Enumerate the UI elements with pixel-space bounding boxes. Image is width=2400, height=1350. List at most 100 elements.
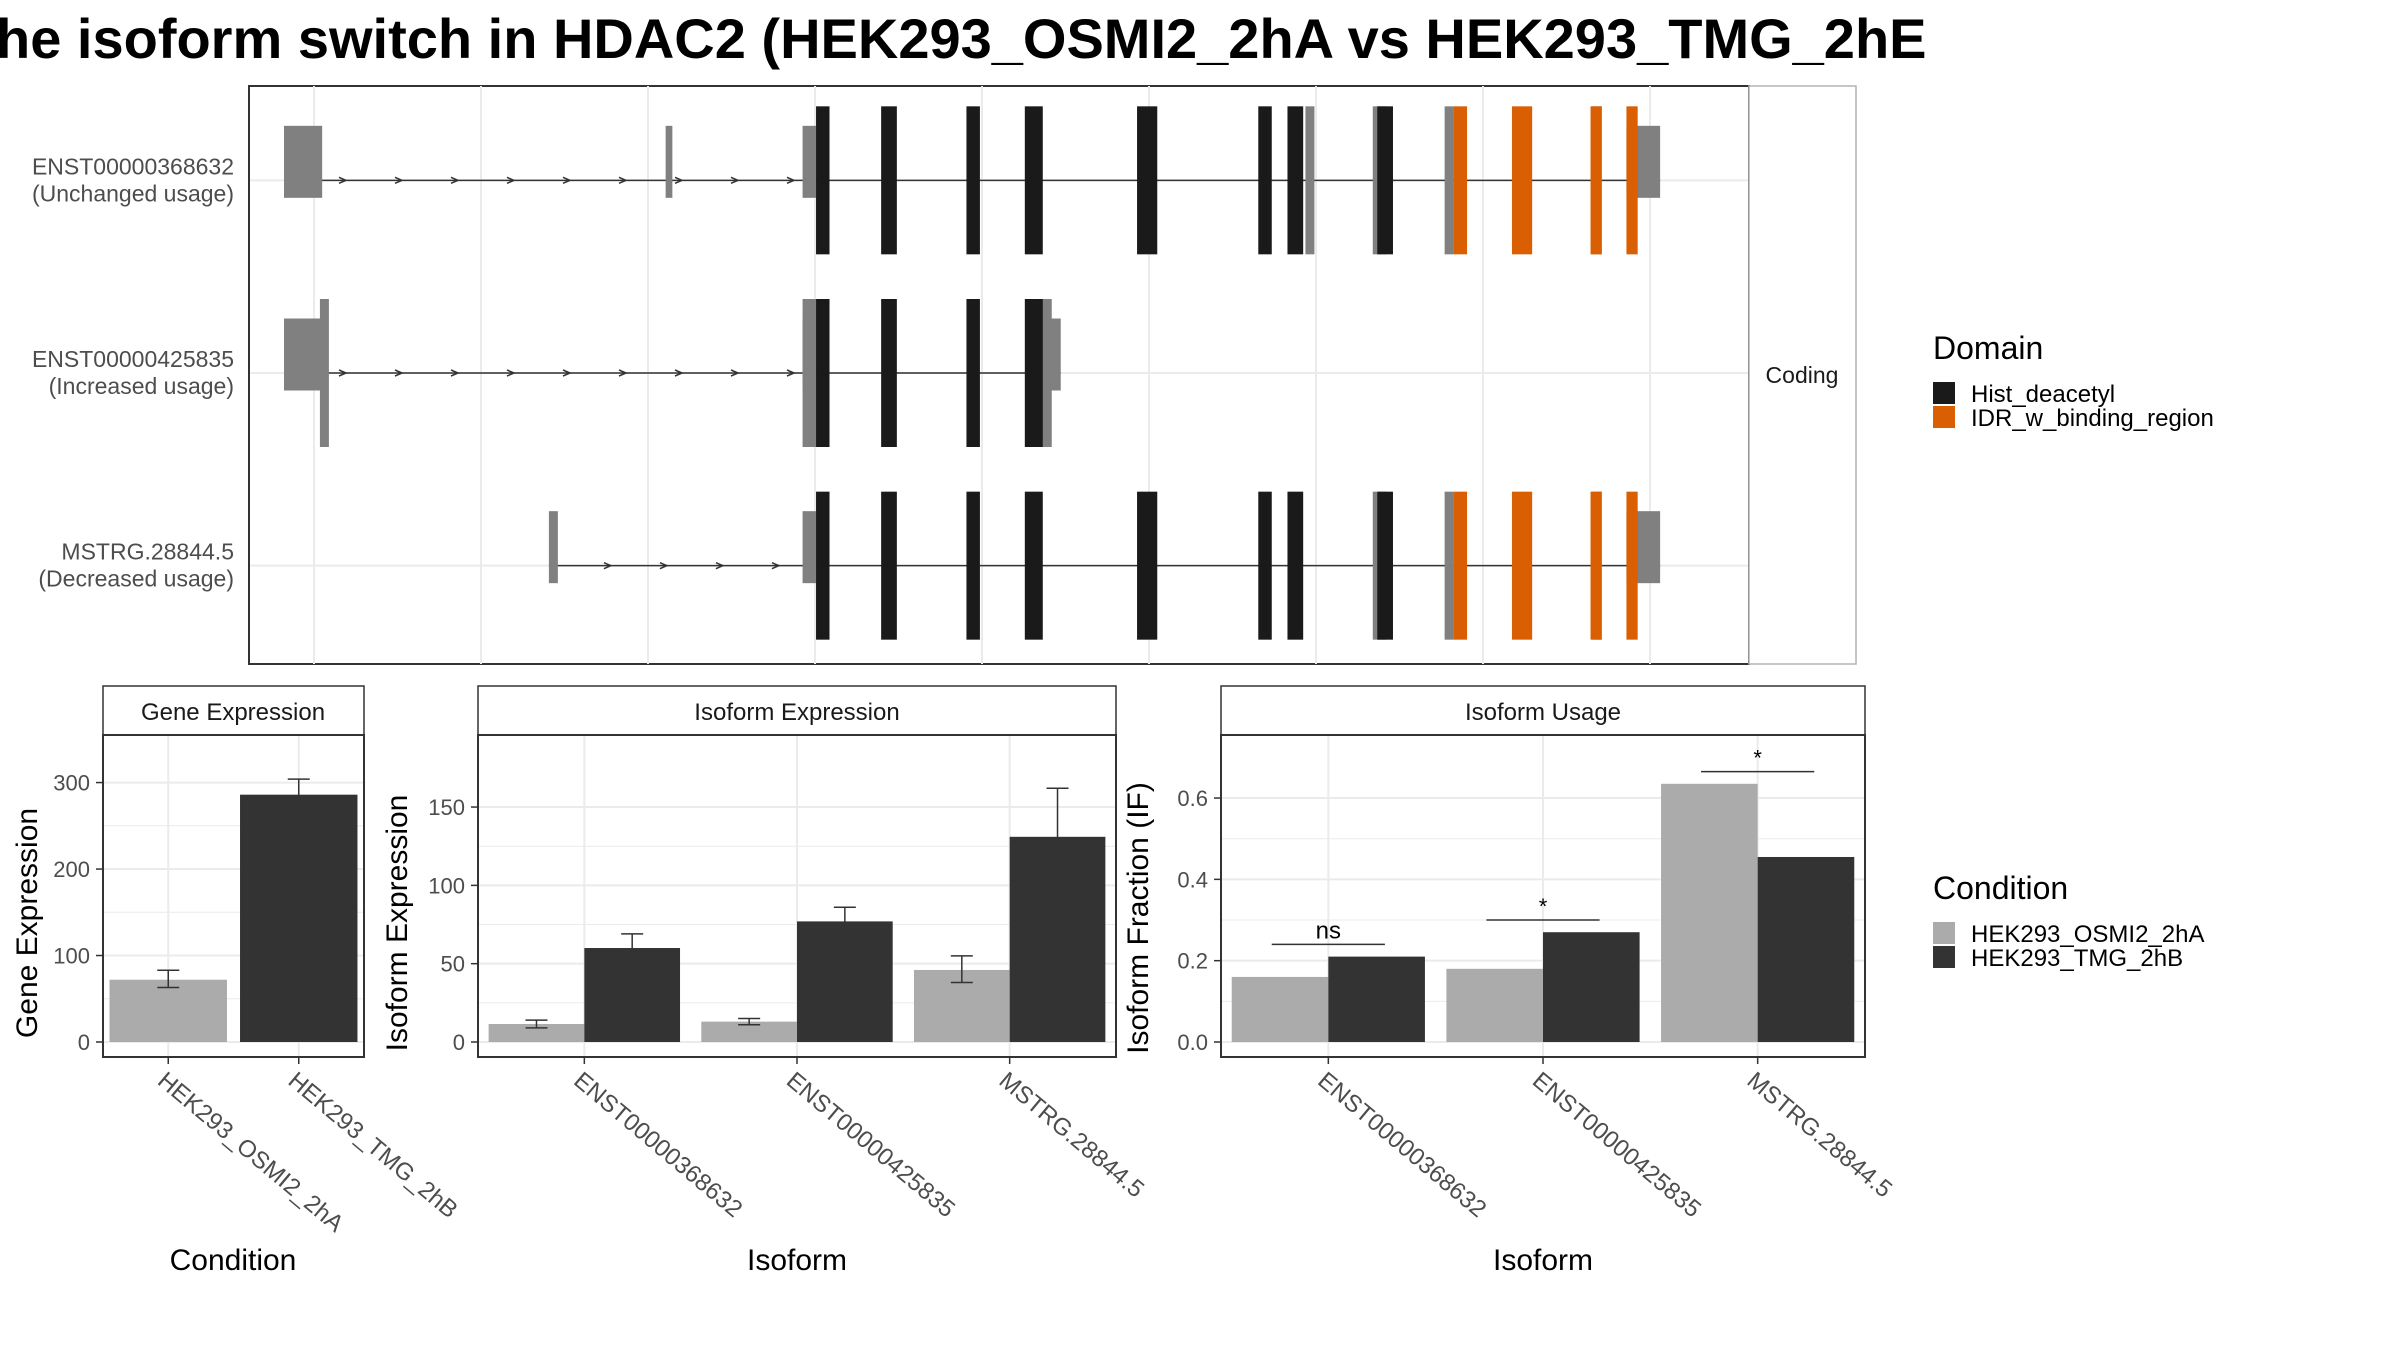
hist-deacetyl-domain-exon <box>881 299 897 447</box>
transcript-usage-label: (Increased usage) <box>49 373 234 399</box>
legend-label-hist-deacetyl: Hist_deacetyl <box>1971 381 2115 408</box>
structure-tracks <box>250 106 1748 640</box>
isoform-expression-strip <box>477 685 1117 736</box>
strand-arrow <box>674 176 684 185</box>
bar-hek293-osmi2-2ha-enst00000425835 <box>1446 968 1543 1042</box>
bar-hek293-tmg-2hb-enst00000368632 <box>584 948 681 1042</box>
bar-hek293-osmi2-2ha-enst00000368632 <box>488 1023 585 1042</box>
plot-border <box>102 734 365 1058</box>
condition-legend-title: Condition <box>1933 870 2068 906</box>
bar-hek293-tmg-2hb-mstrg-28844-5 <box>1757 856 1855 1042</box>
y-tick-label: 300 <box>53 771 90 796</box>
y-tick-label: 150 <box>428 795 465 820</box>
hist-deacetyl-domain-exon <box>1287 106 1304 255</box>
transcript-id-label: ENST00000425835 <box>32 346 234 372</box>
legend-swatch-osmi2 <box>1933 922 1955 944</box>
legend-label-tmg: HEK293_TMG_2hB <box>1971 945 2183 972</box>
y-tick-label: 100 <box>428 873 465 898</box>
x-tick-label: ENST00000425835 <box>781 1067 960 1223</box>
idr-binding-domain-exon <box>1511 491 1533 640</box>
transcript-id-label: MSTRG.28844.5 <box>61 539 234 565</box>
bar-chart-plot-2: 0.0 0.2 0.4 0.6 ns * * ENST00000368632 ENST00000… <box>1177 734 1897 1223</box>
strand-arrow <box>674 369 684 377</box>
x-tick-label: ENST00000368632 <box>568 1067 747 1223</box>
hist-deacetyl-domain-exon <box>1377 491 1393 640</box>
hist-deacetyl-domain-exon <box>816 299 830 447</box>
transcript-track-mstrg-28844-5 <box>250 491 1748 640</box>
significance-label: ns <box>1316 917 1341 944</box>
coding-exon-no-domain <box>802 299 817 447</box>
hist-deacetyl-domain-exon <box>881 106 897 255</box>
idr-binding-domain-exon <box>1453 491 1468 640</box>
coding-exon-no-domain <box>1444 491 1454 640</box>
strand-arrow <box>618 176 628 185</box>
idr-binding-domain-exon <box>1453 106 1468 255</box>
utr-exon <box>548 511 558 584</box>
gene-expression-strip <box>102 685 365 736</box>
transcript-usage-label: (Unchanged usage) <box>32 180 234 206</box>
y-tick-label: 0.0 <box>1177 1030 1208 1055</box>
hist-deacetyl-domain-exon <box>1024 491 1043 640</box>
bar-hek293-osmi2-2ha-mstrg-28844-5 <box>1661 783 1758 1042</box>
strand-arrow <box>450 369 460 377</box>
structure-strip <box>1748 85 1857 665</box>
coding-exon-no-domain <box>319 299 329 447</box>
isoform-usage-y-label: Isoform Fraction (IF) <box>1122 782 1155 1054</box>
x-tick-label: MSTRG.28844.5 <box>994 1067 1149 1203</box>
x-tick-label: ENST00000425835 <box>1527 1067 1706 1223</box>
y-tick-label: 0.4 <box>1177 867 1208 892</box>
idr-binding-domain-exon <box>1626 106 1638 255</box>
hist-deacetyl-domain-exon <box>1258 106 1272 255</box>
hist-deacetyl-domain-exon <box>816 491 830 640</box>
y-tick-label: 0.6 <box>1177 786 1208 811</box>
hist-deacetyl-domain-exon <box>1287 491 1304 640</box>
significance-label: * <box>1539 894 1548 919</box>
isoform-usage-strip-title: Isoform Usage <box>1465 699 1621 726</box>
idr-binding-domain-exon <box>1590 106 1602 255</box>
gene-expression-y-label: Gene Expression <box>11 808 44 1038</box>
transcript-id-label: ENST00000368632 <box>32 153 234 179</box>
hist-deacetyl-domain-exon <box>1137 491 1158 640</box>
bar-hek293-osmi2-2ha-enst00000368632 <box>1231 976 1329 1042</box>
strand-arrow <box>338 176 348 185</box>
bar-hek293-tmg-2hb-enst00000425835 <box>797 921 893 1042</box>
isoform-usage-x-label: Isoform <box>1493 1244 1593 1277</box>
strand-arrow <box>659 561 669 570</box>
strand-arrow <box>715 561 725 570</box>
hist-deacetyl-domain-exon <box>1024 106 1043 255</box>
strand-arrow <box>394 369 404 377</box>
strand-arrow <box>618 369 628 377</box>
isoform-usage-strip <box>1220 685 1866 736</box>
hist-deacetyl-domain-exon <box>1258 491 1272 640</box>
strand-arrow <box>394 176 404 185</box>
transcript-track-enst00000425835 <box>250 299 1748 447</box>
bar-hek293-osmi2-2ha-hek293-osmi2-2ha <box>109 979 227 1042</box>
strand-arrow <box>506 369 516 377</box>
utr-exon <box>802 511 817 584</box>
strand-arrow <box>603 561 613 570</box>
transcript-labels: ENST00000368632(Unchanged usage) ENST0000… <box>32 153 234 591</box>
transcript-track-enst00000368632 <box>250 106 1748 255</box>
strand-arrow <box>562 176 572 185</box>
structure-plot-border <box>248 85 1750 665</box>
legend-swatch-tmg <box>1933 946 1955 968</box>
strand-arrow <box>786 369 796 377</box>
legend-swatch-idr-binding-region <box>1933 406 1955 428</box>
strand-arrow <box>562 369 572 377</box>
hist-deacetyl-domain-exon <box>881 491 897 640</box>
condition-legend: Condition HEK293_OSMI2_2hA HEK293_TMG_2h… <box>1933 870 2204 972</box>
bar-chart-plot-1: 0 50 100 150 ENST00000368632 ENST00000425835 M… <box>428 734 1149 1223</box>
idr-binding-domain-exon <box>1511 106 1533 255</box>
gene-expression-panel: Gene Expression Gene Expression Conditio… <box>11 685 463 1277</box>
structure-strip-label: Coding <box>1766 362 1839 388</box>
hist-deacetyl-domain-exon <box>1024 299 1043 447</box>
coding-exon-no-domain <box>1040 299 1052 447</box>
hist-deacetyl-domain-exon <box>966 106 980 255</box>
y-tick-label: 0 <box>78 1030 90 1055</box>
y-tick-label: 0.2 <box>1177 949 1208 974</box>
hist-deacetyl-domain-exon <box>966 491 980 640</box>
isoform-expression-y-label: Isoform Expression <box>381 795 414 1052</box>
y-tick-label: 100 <box>53 944 90 969</box>
coding-exon-no-domain <box>1444 106 1454 255</box>
